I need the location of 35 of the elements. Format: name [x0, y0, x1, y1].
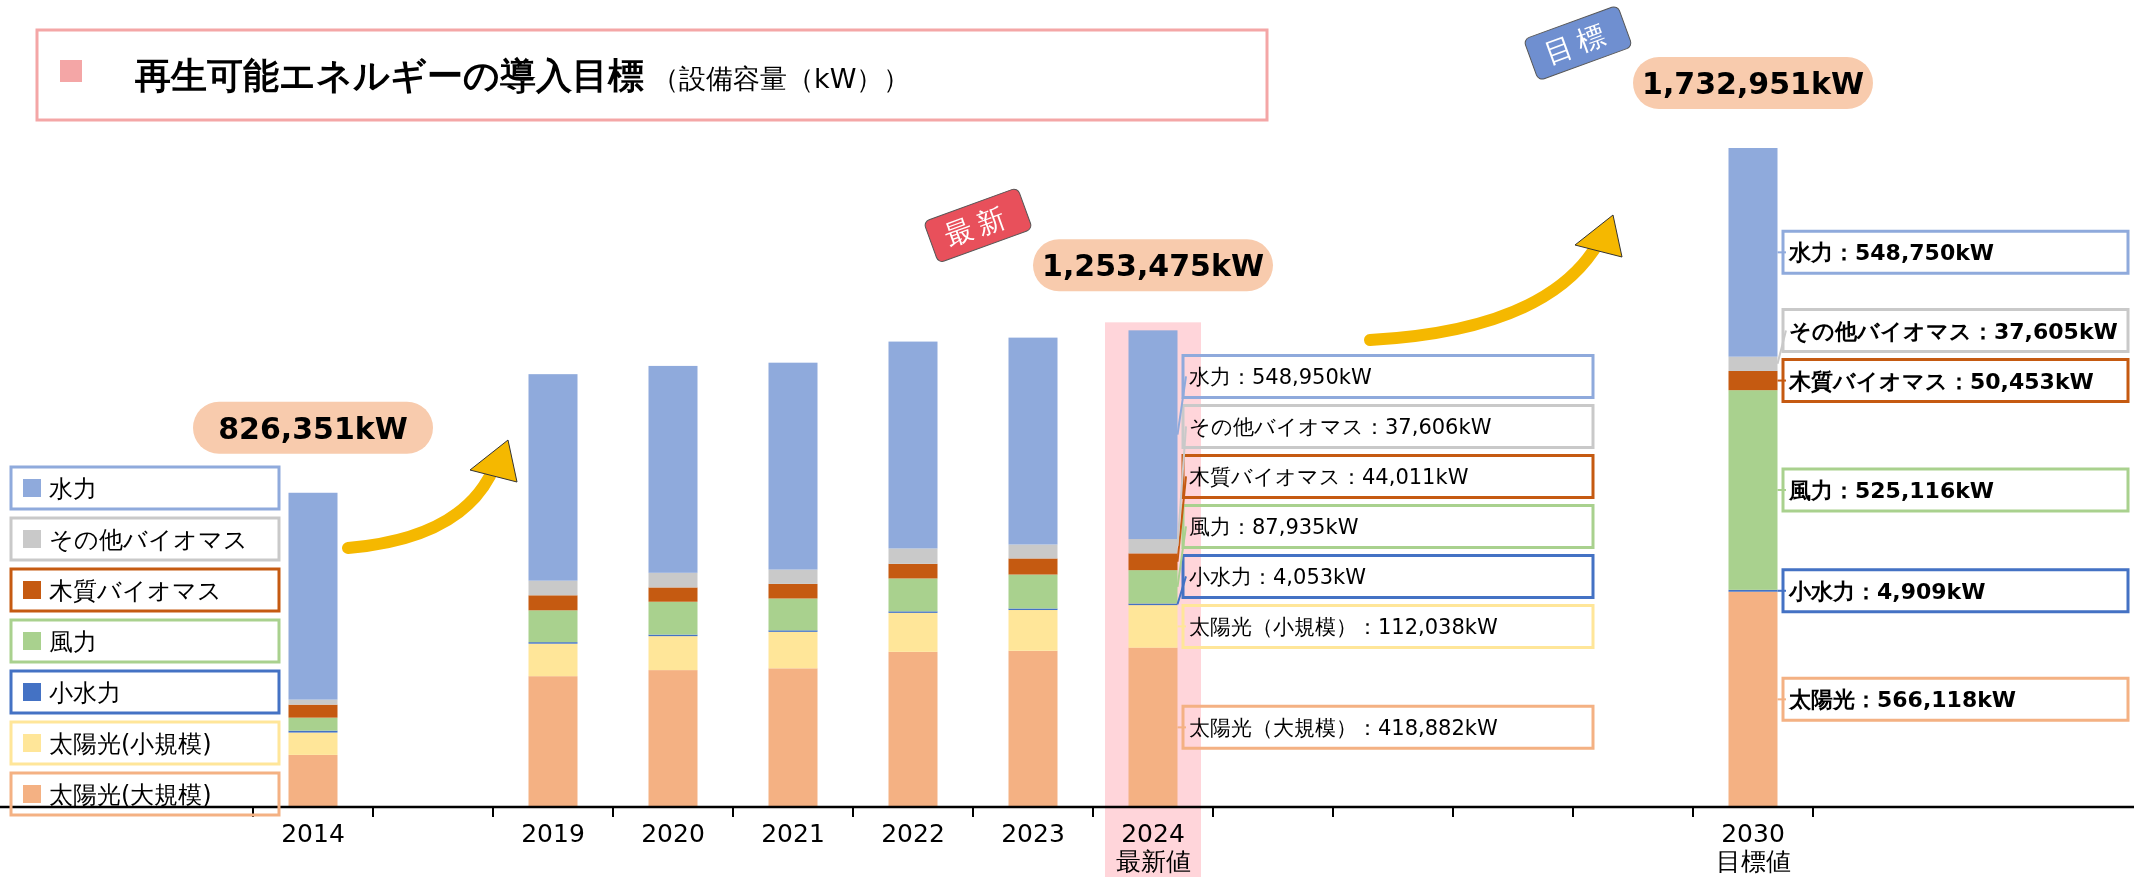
data-label: 水力：548,750kW	[1788, 240, 1995, 266]
legend-label: 風力	[49, 628, 97, 656]
chart-title: 再生可能エネルギーの導入目標	[134, 55, 644, 96]
x-tick-label: 2020	[641, 819, 705, 848]
x-tick-label: 2023	[1001, 819, 1065, 848]
data-label: 水力：548,950kW	[1189, 365, 1372, 390]
legend-label: 木質バイオマス	[49, 577, 222, 605]
data-label: 太陽光：566,118kW	[1788, 687, 2017, 713]
chart-subtitle: （設備容量（kW））	[652, 63, 911, 94]
x-tick-label: 2022	[881, 819, 945, 848]
total-label: 826,351kW	[218, 410, 408, 446]
legend-label: 太陽光(大規模)	[49, 781, 212, 809]
data-label: 小水力：4,053kW	[1189, 565, 1367, 590]
total-label: 1,732,951kW	[1642, 66, 1864, 101]
data-label: 木質バイオマス：50,453kW	[1788, 368, 2094, 394]
data-label: 木質バイオマス：44,011kW	[1189, 465, 1469, 490]
legend-label: 水力	[49, 475, 97, 503]
x-tick-label: 2024 最新値	[1115, 819, 1191, 876]
data-label: 風力：87,935kW	[1189, 515, 1359, 540]
legend-label: 小水力	[49, 679, 121, 707]
x-tick-label: 2030 目標値	[1715, 819, 1791, 876]
data-label: その他バイオマス：37,606kW	[1189, 415, 1492, 440]
data-label: 小水力：4,909kW	[1788, 578, 1986, 604]
annotation: 最新	[940, 198, 1016, 253]
data-label: 太陽光（小規模）：112,038kW	[1189, 615, 1498, 640]
legend-label: その他バイオマス	[49, 526, 248, 554]
text: 目標	[1540, 16, 1616, 71]
data-label: その他バイオマス：37,605kW	[1789, 318, 2118, 344]
x-tick-label: 2021	[761, 819, 825, 848]
data-label: 風力：525,116kW	[1788, 478, 1995, 504]
x-tick-label: 2014	[281, 819, 345, 848]
x-tick-label: 2019	[521, 819, 585, 848]
data-label: 太陽光（大規模）：418,882kW	[1189, 716, 1498, 741]
legend-label: 太陽光(小規模)	[49, 730, 212, 758]
total-label: 1,253,475kW	[1042, 248, 1264, 284]
